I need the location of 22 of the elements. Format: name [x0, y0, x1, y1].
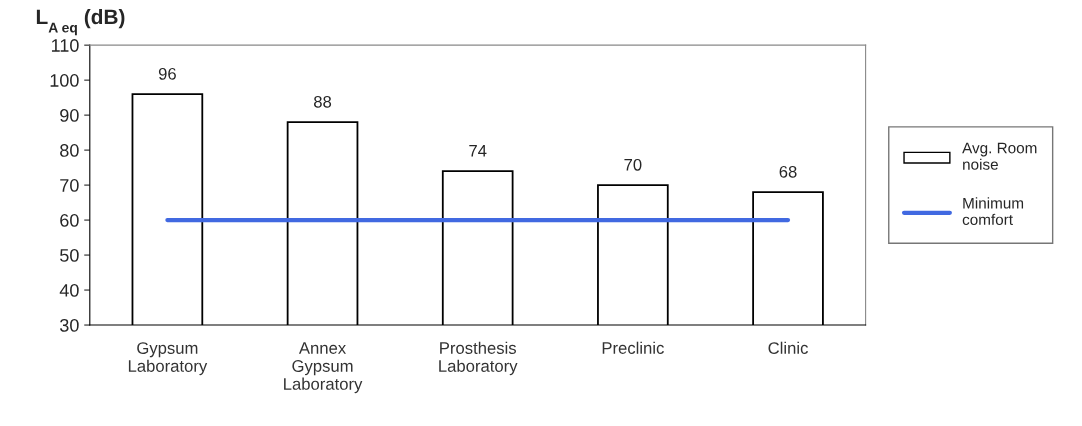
data-label: 74	[469, 145, 487, 157]
x-tick-label: Annex Gypsum Laboratory	[284, 342, 363, 394]
x-tick-label: Preclinic	[602, 341, 664, 354]
y-tick-label: 100	[50, 74, 79, 87]
data-label: 96	[158, 67, 176, 80]
y-tick-label: 40	[59, 283, 79, 297]
y-tick-label: 30	[60, 318, 79, 332]
y-tick-label: 50	[60, 249, 79, 262]
legend-label: Minimum comfort	[962, 197, 1024, 225]
y-tick-label: 110	[51, 39, 79, 52]
x-tick-label: Prosthesis Laboratory	[439, 341, 518, 376]
y-tick-label: 80	[60, 144, 79, 157]
y-tick-label: 60	[60, 214, 79, 227]
y-tick-label: 70	[60, 179, 79, 192]
y-tick-label: 90	[60, 109, 79, 122]
data-label: 70	[624, 158, 642, 171]
y-axis-title: LA eq (dB)	[36, 8, 125, 36]
data-label: 88	[314, 95, 332, 108]
x-tick-label: Clinic	[768, 341, 808, 354]
legend-label: Avg. Room noise	[962, 142, 1037, 170]
x-tick-label: Gypsum Laboratory	[128, 342, 208, 376]
data-label: 68	[779, 165, 797, 178]
